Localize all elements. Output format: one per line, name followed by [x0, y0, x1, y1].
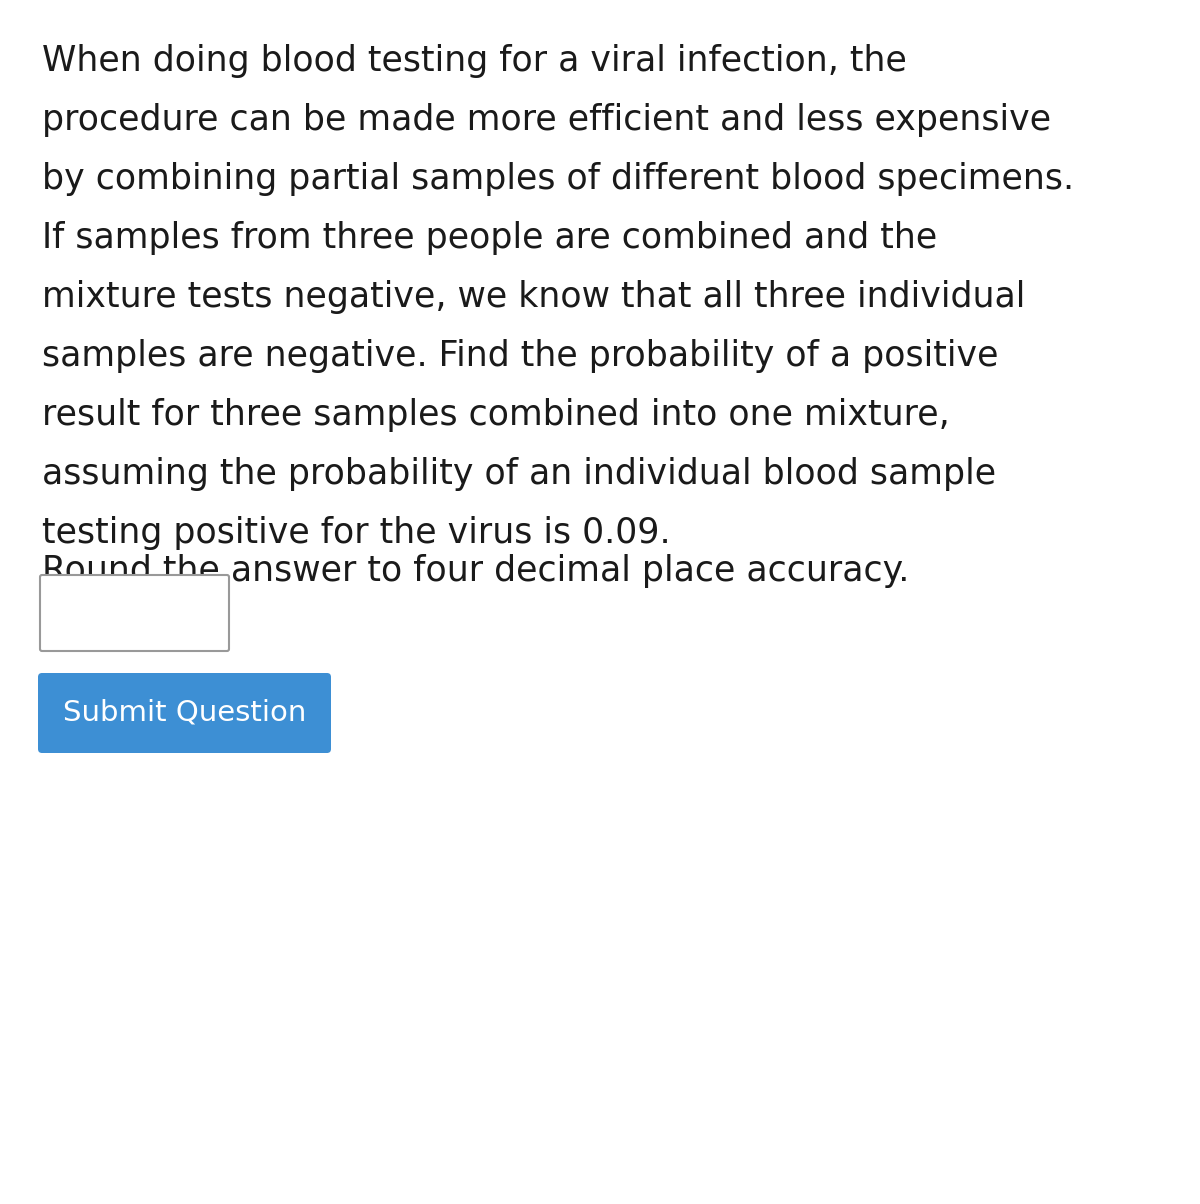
Text: assuming the probability of an individual blood sample: assuming the probability of an individua… [42, 458, 996, 491]
Text: Round the answer to four decimal place accuracy.: Round the answer to four decimal place a… [42, 554, 910, 588]
Text: by combining partial samples of different blood specimens.: by combining partial samples of differen… [42, 163, 1074, 196]
Text: Submit Question: Submit Question [62, 700, 306, 727]
Text: If samples from three people are combined and the: If samples from three people are combine… [42, 222, 937, 255]
Text: procedure can be made more efficient and less expensive: procedure can be made more efficient and… [42, 104, 1051, 137]
Text: mixture tests negative, we know that all three individual: mixture tests negative, we know that all… [42, 281, 1025, 314]
Text: samples are negative. Find the probability of a positive: samples are negative. Find the probabili… [42, 340, 998, 373]
Text: When doing blood testing for a viral infection, the: When doing blood testing for a viral inf… [42, 45, 907, 78]
FancyBboxPatch shape [38, 673, 331, 752]
FancyBboxPatch shape [40, 576, 229, 651]
Text: result for three samples combined into one mixture,: result for three samples combined into o… [42, 399, 949, 432]
Text: testing positive for the virus is 0.09.: testing positive for the virus is 0.09. [42, 517, 671, 550]
